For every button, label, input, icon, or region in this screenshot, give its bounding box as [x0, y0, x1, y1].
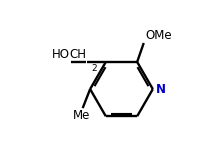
Text: 2: 2 [91, 64, 96, 73]
Text: Me: Me [73, 109, 90, 122]
Text: CH: CH [69, 48, 86, 61]
Text: N: N [155, 83, 165, 96]
Text: OMe: OMe [144, 29, 171, 42]
Text: HO: HO [52, 48, 70, 61]
